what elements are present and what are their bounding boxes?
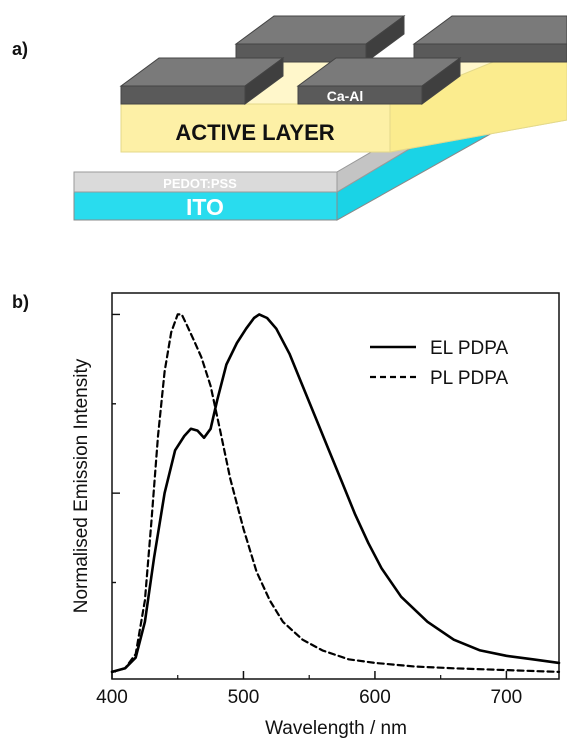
y-axis-ticks — [112, 313, 120, 673]
emission-spectra-chart: b) 400 500 600 700 Wavelength / nm Normalis… — [12, 292, 561, 739]
series-line-pl-pdpa — [110, 313, 561, 673]
series-layer — [110, 313, 561, 674]
electrode-front — [120, 85, 246, 105]
ito-label: ITO — [186, 194, 224, 220]
active-layer-label: ACTIVE LAYER — [175, 120, 334, 145]
electrode-back-left — [234, 15, 406, 63]
electrode-side — [244, 57, 284, 105]
x-tick-label: 500 — [228, 687, 260, 708]
active-layer-front-face — [120, 103, 391, 153]
electrode-top — [412, 15, 567, 45]
electrode-label: Ca-Al — [327, 88, 364, 104]
y-axis-label: Normalised Emission Intensity — [71, 358, 92, 613]
panel-b-label: b) — [12, 292, 29, 312]
electrode-back-right — [412, 15, 567, 63]
series-line-el-pdpa — [110, 313, 561, 674]
x-axis-ticks: 400 500 600 700 — [96, 671, 522, 708]
pedot-label: PEDOT:PSS — [163, 176, 237, 191]
electrode-side — [421, 57, 461, 105]
legend-label-pl: PL PDPA — [430, 368, 508, 389]
electrode-front-left — [119, 57, 285, 105]
x-tick-label: 400 — [96, 687, 128, 708]
x-tick-label: 700 — [491, 687, 523, 708]
panel-a-label: a) — [12, 39, 28, 59]
plot-frame — [111, 292, 560, 680]
electrode-front-right: Ca-Al — [296, 57, 462, 105]
x-axis-label: Wavelength / nm — [265, 718, 407, 739]
device-stack-diagram: a) ITO PEDOT:PSS ACTIVE LAYER — [12, 15, 567, 221]
legend: EL PDPA PL PDPA — [370, 338, 508, 389]
legend-label-el: EL PDPA — [430, 338, 508, 359]
electrode-side — [365, 15, 405, 63]
x-tick-label: 600 — [359, 687, 391, 708]
